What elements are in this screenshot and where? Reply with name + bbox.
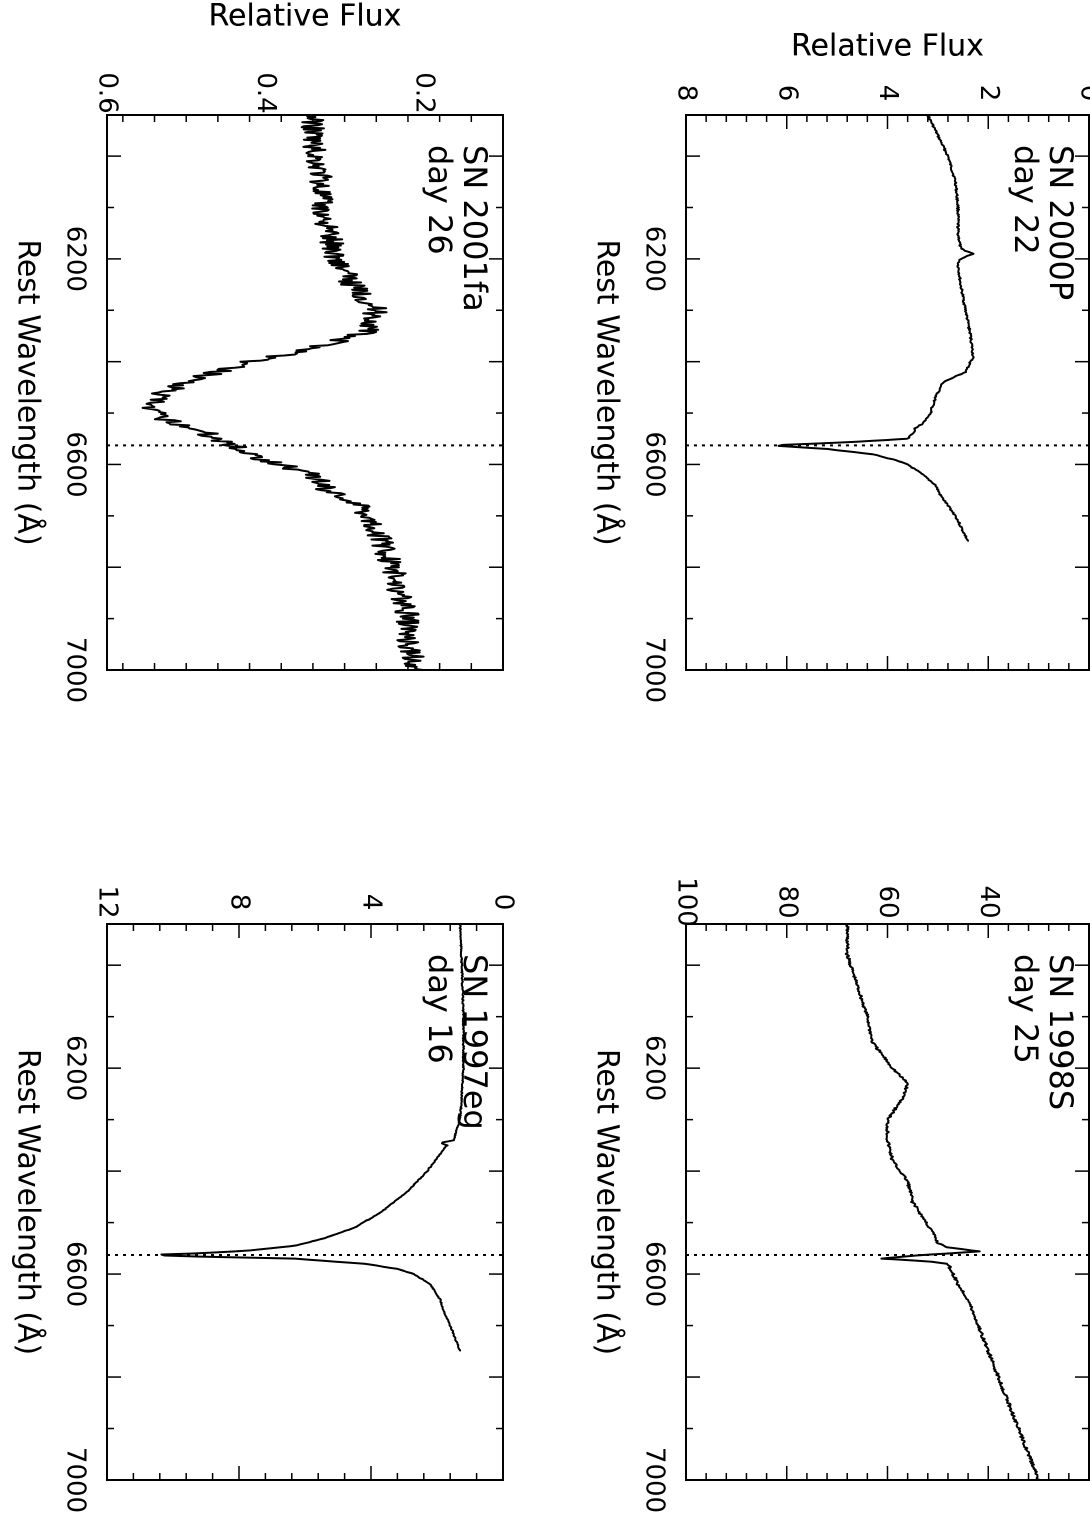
plot-frame	[106, 923, 504, 1481]
flux-tick-label: 0.2	[409, 72, 439, 113]
flux-tick-label: 60	[873, 885, 903, 918]
flux-tick-label: 100	[672, 877, 702, 927]
panel-sn-2000p: 6200 6600 7000 0 2 4 6 8 Relative Flux Rest Wavel…	[590, 29, 1090, 703]
plot-frame	[106, 114, 504, 671]
wavelength-axis-label: Rest Wavelength (Å)	[11, 1049, 47, 1355]
wavelength-tick-label: 6600	[640, 1241, 670, 1307]
spectrum-line	[160, 923, 466, 1352]
wavelength-tick-label: 6600	[640, 431, 670, 497]
flux-tick-label: 8	[225, 894, 255, 911]
flux-tick-label: 2	[974, 85, 1004, 102]
flux-tick-label: 40	[974, 885, 1004, 918]
flux-tick-label: 80	[772, 885, 802, 918]
wavelength-axis-label: Rest Wavelength (Å)	[590, 1049, 626, 1355]
wavelength-tick-label: 6200	[61, 1035, 91, 1101]
flux-tick-label: 0	[489, 894, 519, 911]
sn-name-label: SN 1997eg	[456, 954, 494, 1130]
flux-axis-label: Relative Flux	[791, 29, 984, 64]
sn-name-label: SN 2001fa	[456, 145, 494, 312]
flux-tick-label: 0.6	[93, 72, 123, 113]
flux-tick-label: 12	[93, 885, 123, 918]
wavelength-tick-label: 7000	[61, 1447, 91, 1513]
sn-day-label: day 16	[421, 954, 459, 1064]
wavelength-tick-label: 7000	[640, 637, 670, 703]
wavelength-tick-label: 6600	[61, 431, 91, 497]
wavelength-tick-label: 6200	[640, 1035, 670, 1101]
sn-day-label: day 26	[421, 145, 459, 255]
sn-day-label: day 22	[1007, 145, 1045, 255]
wavelength-tick-label: 6600	[61, 1241, 91, 1307]
wavelength-tick-label: 6200	[640, 226, 670, 292]
flux-tick-label: 0.4	[251, 72, 281, 113]
flux-axis-label: Relative Flux	[209, 0, 402, 34]
panel-sn-2001fa: 6200 6600 7000 0.2 0.4 0.6 Relative Flux Rest W…	[11, 0, 504, 703]
sn-name-label: SN 1998S	[1042, 954, 1080, 1110]
flux-axis-label: Relative Flux	[209, 0, 402, 34]
flux-tick-label: 8	[672, 85, 702, 102]
wavelength-axis-label: Rest Wavelength (Å)	[590, 239, 626, 545]
flux-axis-label: Relative Flux	[791, 29, 984, 64]
flux-tick-label: 6	[772, 85, 802, 102]
spectrum-line	[777, 114, 975, 542]
spectrum-line	[141, 114, 425, 671]
sn-name-label: SN 2000P	[1042, 145, 1080, 300]
spectrum-line	[844, 923, 1041, 1481]
flux-tick-label: 4	[357, 894, 387, 911]
wavelength-tick-label: 7000	[640, 1447, 670, 1513]
wavelength-axis-label: Rest Wavelength (Å)	[11, 239, 47, 545]
flux-tick-label: 0	[1075, 85, 1090, 102]
flux-tick-label: 4	[873, 85, 903, 102]
wavelength-tick-label: 7000	[61, 637, 91, 703]
sn-day-label: day 25	[1007, 954, 1045, 1064]
panel-sn-1997eg: 6200 6600 7000 0 4 8 12 Relative Flux Rest Wavel…	[11, 0, 519, 1513]
wavelength-tick-label: 6200	[61, 226, 91, 292]
